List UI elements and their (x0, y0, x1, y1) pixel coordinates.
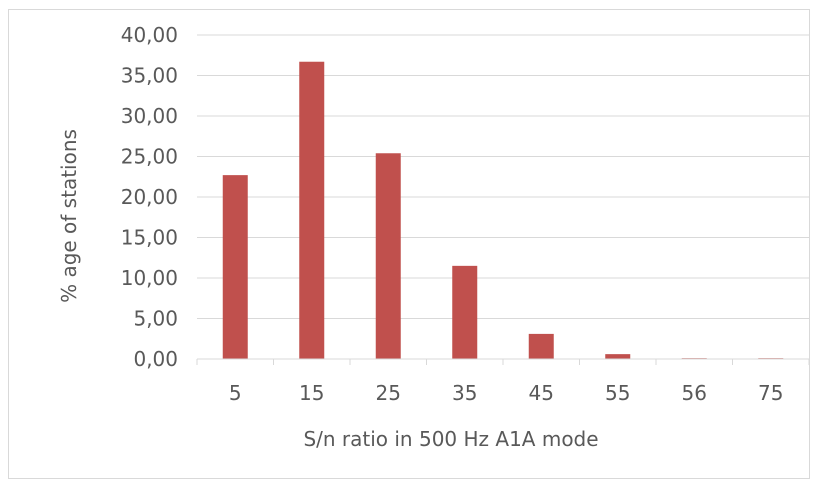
y-tick-label: 15,00 (121, 226, 178, 250)
bar (452, 265, 478, 359)
y-tick-label: 10,00 (121, 266, 178, 290)
bar (528, 333, 554, 359)
y-tick-label: 20,00 (121, 185, 178, 209)
y-tick-label: 35,00 (121, 64, 178, 88)
y-tick-label: 0,00 (133, 347, 178, 371)
x-tick-label: 45 (529, 381, 554, 405)
x-tick-label: 55 (605, 381, 630, 405)
y-axis-title: % age of stations (57, 129, 81, 303)
gridlines (197, 34, 809, 319)
x-axis-title: S/n ratio in 500 Hz A1A mode (303, 427, 598, 451)
x-tick-label: 15 (299, 381, 324, 405)
chart-frame (8, 9, 810, 479)
y-tick-label: 5,00 (133, 307, 178, 331)
bar (222, 175, 248, 359)
bars (222, 61, 784, 359)
y-tick-label: 25,00 (121, 145, 178, 169)
axes (196, 358, 810, 365)
y-tick-label: 40,00 (121, 23, 178, 47)
bar (299, 61, 325, 359)
x-tick-labels: 5 15 25 35 45 55 56 75 (229, 381, 784, 405)
y-tick-labels: 0,00 5,00 10,00 15,00 20,00 25,00 30,00 35,00 40… (121, 23, 178, 371)
y-tick-label: 30,00 (121, 104, 178, 128)
x-tick-label: 5 (229, 381, 242, 405)
bar (375, 153, 401, 359)
x-tick-label: 75 (758, 381, 783, 405)
bar (605, 354, 631, 359)
x-tick-label: 56 (682, 381, 707, 405)
x-tick-label: 25 (376, 381, 401, 405)
x-tick-label: 35 (452, 381, 477, 405)
